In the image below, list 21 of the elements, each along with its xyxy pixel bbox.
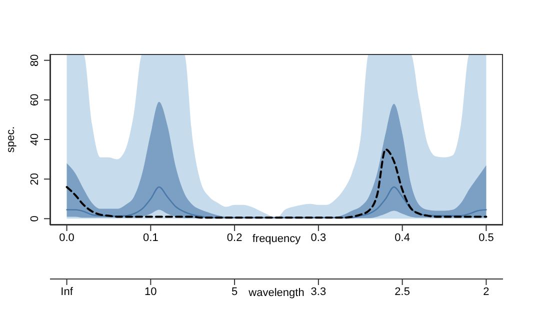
x-tick-label: 0.4 [394,232,410,244]
y-tick-label: 40 [29,133,41,146]
text: 5 [231,286,238,298]
text: Inf [60,286,74,298]
text: 2.5 [394,286,410,298]
text: 2 [483,286,490,298]
x-tick-label: 0.2 [226,232,242,244]
x-tick-label: 0.3 [310,232,326,244]
text: 3.3 [310,286,326,298]
x-tick-label: 0.0 [59,232,74,244]
x-axis-title: frequency [252,233,302,245]
y-axis-title: spec. [5,126,17,153]
y-tick-label: 60 [29,94,41,106]
y-tick-label: 0 [29,216,41,222]
line-series [66,148,488,219]
x2-axis-title: wavelength [248,287,304,299]
x-tick-label: 0.1 [143,232,158,244]
text: 10 [144,286,157,298]
y-tick-label: 20 [29,172,41,186]
x-tick-label: 0.5 [478,232,494,244]
y-tick-label: 80 [29,54,41,66]
